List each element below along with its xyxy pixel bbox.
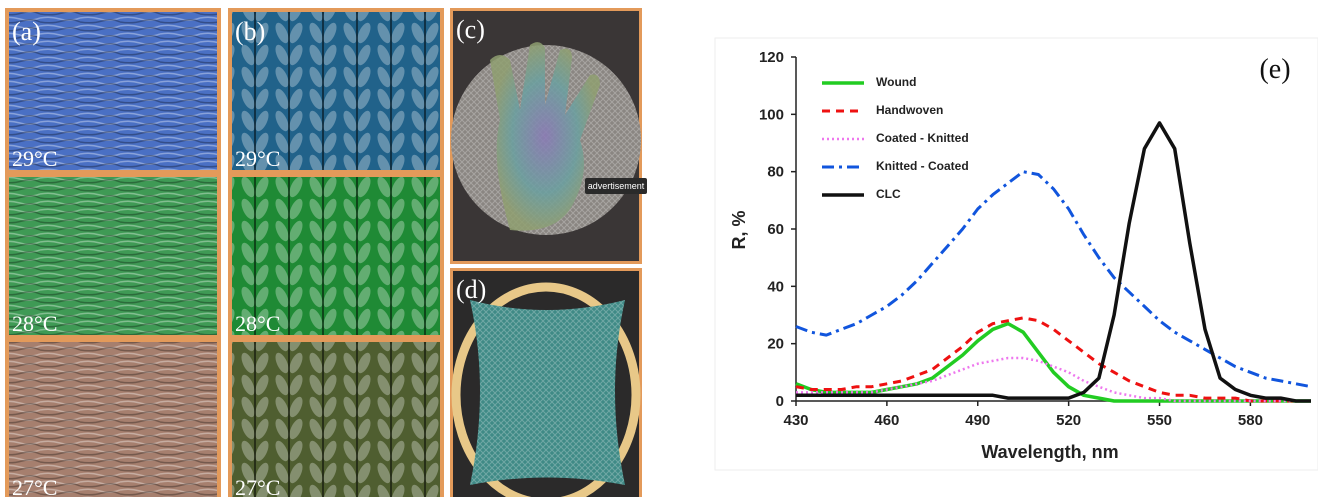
y-tick-label: 100 (759, 106, 784, 123)
x-axis-label: Wavelength, nm (981, 442, 1118, 462)
y-tick-label: 20 (767, 336, 784, 353)
legend-label: CLC (876, 187, 901, 201)
chart-title: (e) (1259, 54, 1290, 85)
x-tick-label: 430 (783, 412, 808, 429)
legend-label: Knitted - Coated (876, 159, 969, 173)
y-tick-label: 120 (759, 49, 784, 66)
photo-texture (232, 342, 440, 497)
panel-b: (b) 29°C 28°C 27°C (228, 8, 444, 497)
legend-label: Coated - Knitted (876, 131, 969, 145)
y-tick-label: 0 (776, 393, 784, 410)
temp-label: 28°C (12, 311, 57, 336)
y-tick-label: 40 (767, 278, 784, 295)
temp-label: 29°C (235, 146, 280, 171)
legend-label: Handwoven (876, 103, 943, 117)
panel-d: (d) (450, 268, 642, 497)
temp-label: 27°C (235, 475, 280, 497)
ad-text: advertisement (588, 181, 645, 191)
temp-label: 27°C (12, 475, 57, 497)
chart: (e) Wavelength, nm R, % 0 20 40 60 80 100 120 4… (715, 38, 1318, 470)
y-axis-label: R, % (729, 210, 749, 249)
x-tick-label: 580 (1238, 412, 1263, 429)
panel-label: (a) (12, 17, 41, 46)
chart-background (715, 38, 1318, 470)
temp-label: 29°C (12, 146, 57, 171)
panel-label: (b) (235, 17, 265, 46)
y-tick-label: 80 (767, 164, 784, 181)
y-tick-label: 60 (767, 221, 784, 238)
x-tick-label: 520 (1056, 412, 1081, 429)
legend-label: Wound (876, 75, 916, 89)
panel-a: (a) 29°C 28°C 27°C (5, 8, 221, 497)
panel-c: advertisement (c) (450, 8, 647, 264)
temp-label: 28°C (235, 311, 280, 336)
x-tick-label: 490 (965, 412, 990, 429)
x-tick-label: 460 (874, 412, 899, 429)
photo-texture (9, 342, 217, 497)
panel-label: (d) (456, 275, 486, 304)
figure: (a) 29°C 28°C 27°C (b) 29°C 28°C 27°C ad… (0, 0, 1318, 497)
x-tick-label: 550 (1147, 412, 1172, 429)
panel-label: (c) (456, 15, 485, 44)
knit-texture (470, 300, 625, 485)
